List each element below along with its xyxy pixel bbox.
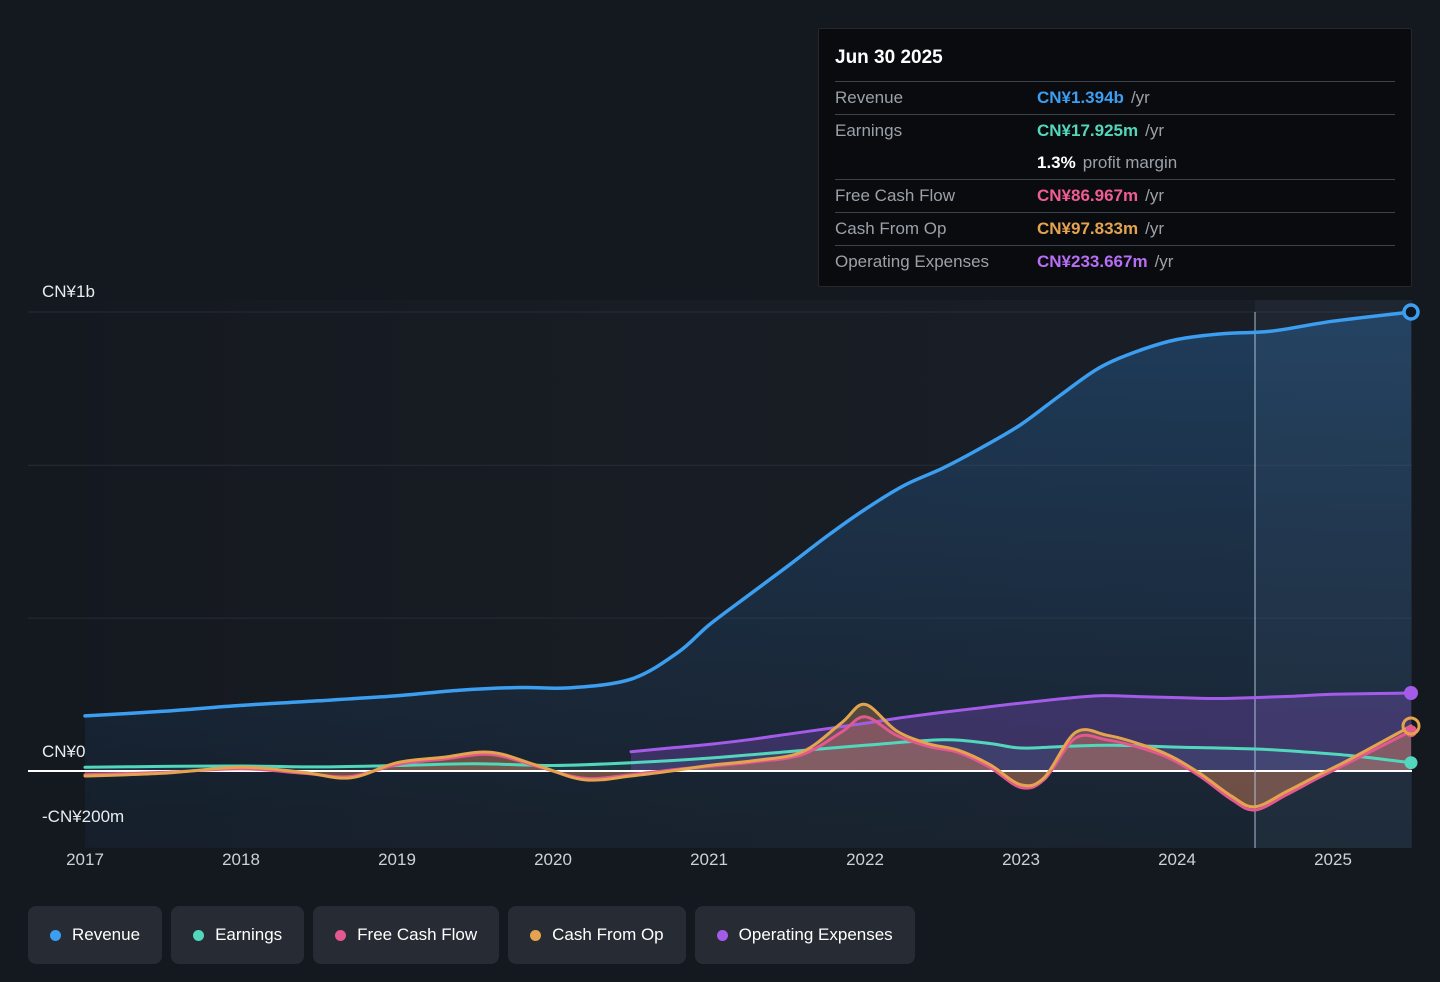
tooltip-fcf-value: CN¥86.967m — [1037, 186, 1139, 205]
revenue-line — [83, 310, 1412, 718]
tooltip-profit-margin-value: 1.3% — [1037, 153, 1076, 172]
fcf-legend-dot-icon — [335, 929, 347, 941]
x-axis-label-2018: 2018 — [222, 850, 260, 869]
tooltip-fcf-suffix: /yr — [1145, 186, 1165, 205]
tooltip-row-earnings: Earnings CN¥17.925m /yr — [835, 114, 1395, 147]
tooltip-row-revenue: Revenue CN¥1.394b /yr — [835, 82, 1395, 114]
tooltip-row-cash-from-op: Cash From Op CN¥97.833m /yr — [835, 212, 1395, 245]
tooltip-cashop-label: Cash From Op — [835, 219, 947, 238]
cash-from-op-endpoint-marker — [1401, 716, 1421, 736]
x-axis-label-2025: 2025 — [1314, 850, 1352, 869]
earnings-legend-dot-icon — [193, 929, 205, 941]
tooltip-opex-value: CN¥233.667m — [1037, 252, 1148, 271]
x-axis-label-2023: 2023 — [1002, 850, 1040, 869]
tooltip-date: Jun 30 2025 — [835, 39, 1395, 82]
legend-fcf-label: Free Cash Flow — [357, 925, 478, 944]
tooltip-earnings-label: Earnings — [835, 121, 903, 140]
chart-tooltip: Jun 30 2025 Revenue CN¥1.394b /yr Earnin… — [818, 28, 1412, 287]
forecast-region — [1255, 300, 1412, 848]
operating-expenses-endpoint-marker — [1404, 686, 1418, 700]
tooltip-earnings-suffix: /yr — [1145, 121, 1165, 140]
revenue-endpoint-marker — [1402, 303, 1420, 321]
x-axis-label-2022: 2022 — [846, 850, 884, 869]
cashop-legend-dot-icon — [530, 929, 542, 941]
x-axis-label-2017: 2017 — [66, 850, 104, 869]
x-axis-label-2024: 2024 — [1158, 850, 1196, 869]
tooltip-opex-label: Operating Expenses — [835, 252, 990, 271]
operating-expenses-line — [629, 691, 1412, 754]
legend-item-free-cash-flow[interactable]: Free Cash Flow — [313, 906, 500, 964]
tooltip-earnings-value: CN¥17.925m — [1037, 121, 1139, 140]
series-lines — [83, 310, 1412, 812]
x-axis-label-2019: 2019 — [378, 850, 416, 869]
legend-item-cash-from-op[interactable]: Cash From Op — [508, 906, 686, 964]
tooltip-row-free-cash-flow: Free Cash Flow CN¥86.967m /yr — [835, 179, 1395, 212]
tooltip-revenue-label: Revenue — [835, 88, 904, 107]
tooltip-cashop-value: CN¥97.833m — [1037, 219, 1139, 238]
tooltip-row-profit-margin: 1.3% profit margin — [835, 147, 1395, 179]
cash-from-op-area — [85, 704, 1411, 807]
legend-revenue-label: Revenue — [72, 925, 141, 944]
operating-expenses-area — [631, 693, 1411, 771]
revenue-area — [85, 312, 1411, 848]
free-cash-flow-line — [83, 715, 1412, 812]
legend-opex-label: Operating Expenses — [738, 925, 893, 944]
tooltip-revenue-value: CN¥1.394b — [1037, 88, 1124, 107]
y-axis-label-0: CN¥0 — [42, 742, 86, 761]
legend-item-operating-expenses[interactable]: Operating Expenses — [694, 906, 915, 964]
earnings-line — [83, 738, 1412, 769]
tooltip-fcf-label: Free Cash Flow — [835, 186, 955, 205]
x-axis-label-2021: 2021 — [690, 850, 728, 869]
legend-cashop-label: Cash From Op — [552, 925, 664, 944]
y-axis-label-neg200m: -CN¥200m — [42, 807, 125, 826]
earnings-endpoint-marker — [1404, 756, 1418, 770]
revenue-legend-dot-icon — [50, 929, 61, 941]
opex-legend-dot-icon — [716, 929, 728, 941]
cash-from-op-line — [83, 702, 1412, 809]
tooltip-row-operating-expenses: Operating Expenses CN¥233.667m /yr — [835, 245, 1395, 278]
legend-item-earnings[interactable]: Earnings — [171, 906, 305, 964]
tooltip-opex-suffix: /yr — [1154, 252, 1174, 271]
tooltip-revenue-suffix: /yr — [1130, 88, 1150, 107]
legend-item-revenue[interactable]: Revenue — [28, 906, 163, 964]
chart-legend: Revenue Earnings Free Cash Flow Cash Fro… — [28, 906, 915, 964]
x-axis-label-2020: 2020 — [534, 850, 572, 869]
legend-earnings-label: Earnings — [215, 925, 283, 944]
tooltip-profit-margin-label: profit margin — [1082, 153, 1178, 172]
tooltip-cashop-suffix: /yr — [1145, 219, 1165, 238]
y-axis-label-1b: CN¥1b — [42, 282, 95, 301]
